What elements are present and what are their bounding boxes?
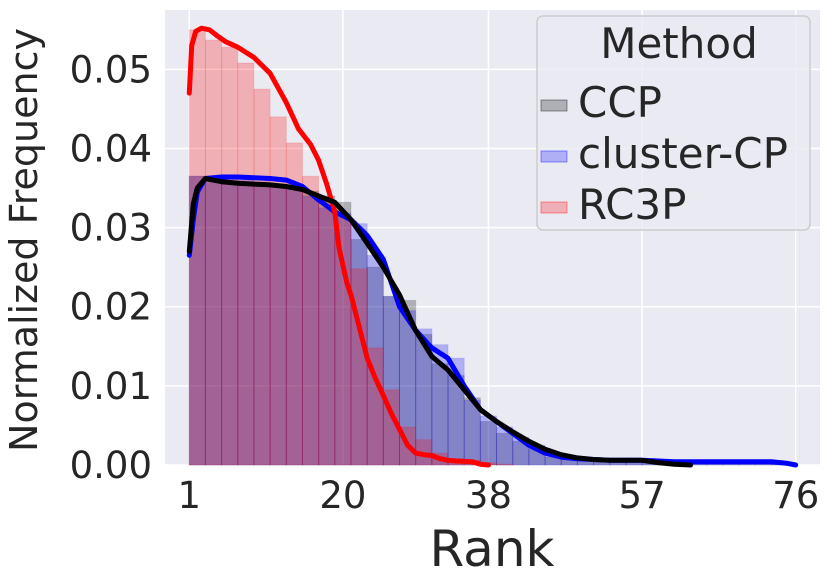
legend-swatch-cluster-cp <box>540 150 568 163</box>
hist-bar-cluster-cp <box>479 415 498 466</box>
y-tick-label: 0.05 <box>70 48 152 91</box>
kde-line-ccp <box>186 176 694 468</box>
hist-bar-cluster-cp <box>237 179 255 466</box>
hist-bar-ccp <box>399 299 417 466</box>
legend-swatch-rc3p <box>540 201 568 214</box>
hist-bar-rc3p <box>366 347 384 466</box>
x-tick-label: 1 <box>177 474 201 517</box>
y-tick-label: 0.02 <box>70 286 152 329</box>
hist-bar-cluster-cp <box>253 181 271 466</box>
x-axis-label: Rank <box>430 520 555 569</box>
hist-bar-rc3p <box>301 175 320 466</box>
hist-bar-ccp <box>366 266 384 466</box>
hist-bar-rc3p <box>221 46 239 466</box>
hist-bar-rc3p <box>204 39 223 466</box>
y-tick-label: 0.01 <box>70 365 152 408</box>
legend-label-ccp: CCP <box>578 78 662 127</box>
y-axis-label: Normalized Frequency <box>2 28 46 452</box>
x-tick-label: 76 <box>772 474 819 517</box>
tick-labels: 1 20 38 57 76 0.00 0.01 0.02 0.03 0.04 0.05 <box>70 48 820 517</box>
x-tick-label: 38 <box>465 474 512 517</box>
hist-bar-rc3p <box>269 116 287 466</box>
legend: Method CCP cluster-CP RC3P <box>536 15 811 231</box>
hist-bar-ccp <box>188 175 206 466</box>
hist-bar-ccp <box>415 333 433 466</box>
hist-bar-rc3p <box>318 199 336 466</box>
hist-bar-cluster-cp <box>188 175 206 466</box>
kde-lines <box>186 25 799 468</box>
y-tick-label: 0.04 <box>70 127 152 170</box>
hist-bar-cluster-cp <box>350 223 368 466</box>
kde-line-rc3p <box>186 25 491 468</box>
legend-swatch-ccp <box>540 99 568 112</box>
hist-bar-ccp <box>318 195 336 466</box>
legend-title: Method <box>600 19 758 68</box>
x-tick-label: 57 <box>619 474 666 517</box>
legend-frame <box>536 15 811 231</box>
hist-bar-cluster-cp <box>415 328 433 466</box>
hist-bar-rc3p <box>285 142 303 466</box>
y-tick-label: 0.00 <box>70 444 152 487</box>
hist-bar-rc3p <box>253 88 271 466</box>
hist-bar-rc3p <box>496 463 514 466</box>
hist-bar-ccp <box>496 432 514 466</box>
hist-bar-cluster-cp <box>431 344 449 466</box>
legend-label-rc3p: RC3P <box>578 180 686 229</box>
hist-bar-ccp <box>334 201 352 466</box>
hist-bar-rc3p <box>334 215 352 466</box>
x-tick-label: 20 <box>319 474 366 517</box>
legend-label-cluster-cp: cluster-CP <box>578 129 788 178</box>
hist-bar-rc3p <box>237 62 255 466</box>
y-tick-label: 0.03 <box>70 207 152 250</box>
